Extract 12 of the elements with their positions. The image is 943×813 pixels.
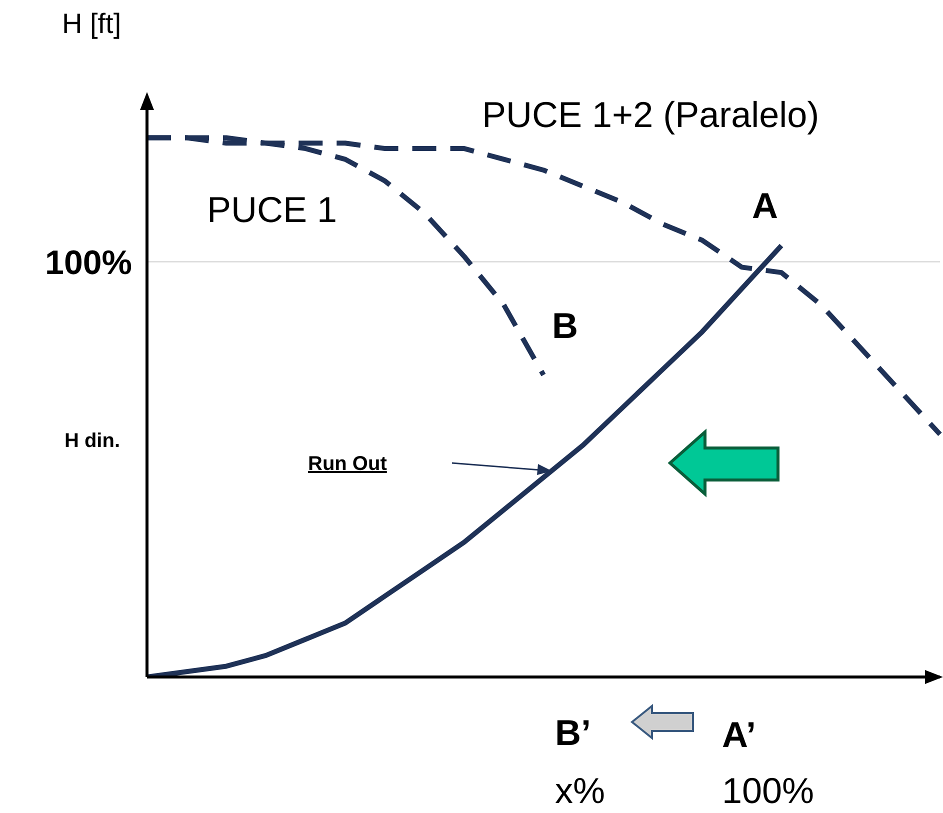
text: 100% [45, 244, 132, 282]
text: 100% [722, 770, 814, 811]
series-label: PUCE 1+2 (Paralelo) [482, 94, 820, 135]
text: B’ [555, 712, 591, 753]
annotation: Run Out [308, 453, 388, 475]
annotation: B [552, 305, 578, 346]
annotation: A [752, 185, 778, 226]
text: A’ [722, 714, 756, 755]
text: x% [554, 770, 606, 811]
series-label: PUCE 1 [207, 189, 338, 230]
y-axis-title: H [ft] [62, 8, 122, 40]
text: H din. [64, 430, 120, 452]
